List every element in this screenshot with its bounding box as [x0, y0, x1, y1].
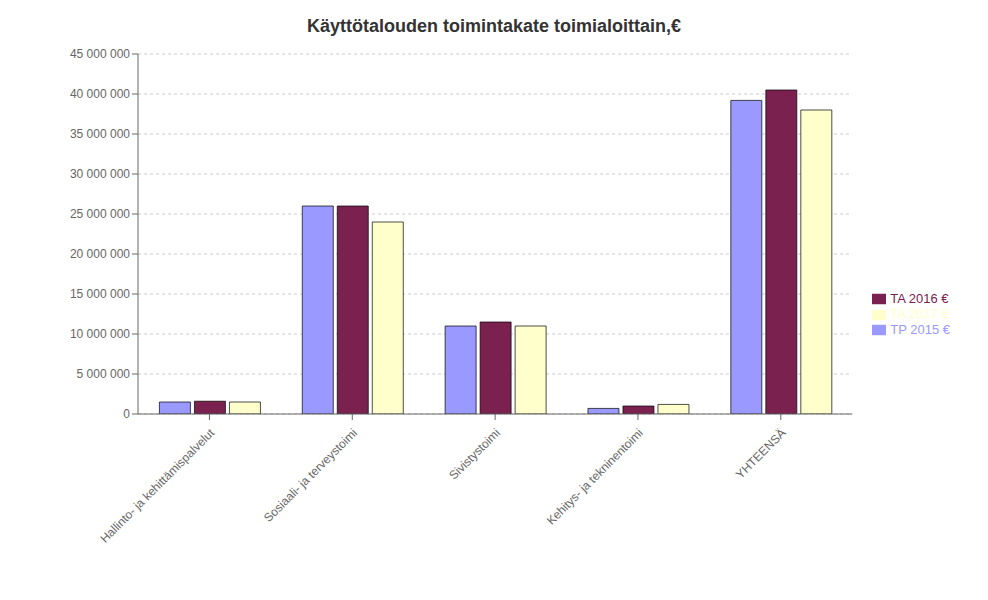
- svg-text:5 000 000: 5 000 000: [77, 367, 131, 381]
- svg-text:40 000 000: 40 000 000: [70, 87, 130, 101]
- svg-text:YHTEENSÄ: YHTEENSÄ: [733, 426, 789, 482]
- svg-text:Sivistystoimi: Sivistystoimi: [446, 426, 503, 483]
- svg-text:45 000 000: 45 000 000: [70, 47, 130, 61]
- html-text:TP 2015 €: TP 2015 €: [890, 321, 950, 337]
- svg-text:15 000 000: 15 000 000: [70, 287, 130, 301]
- svg-text:10 000 000: 10 000 000: [70, 327, 130, 341]
- html-text:TA 2016 €: TA 2016 €: [890, 290, 949, 306]
- svg-text:30 000 000: 30 000 000: [70, 167, 130, 181]
- svg-text:Kehitys- ja tekninentoimi: Kehitys- ja tekninentoimi: [544, 426, 646, 528]
- svg-text:20 000 000: 20 000 000: [70, 247, 130, 261]
- html-text:Käyttötalouden toimintakate to: Käyttötalouden toimintakate toimialoitta…: [307, 16, 681, 36]
- svg-text:25 000 000: 25 000 000: [70, 207, 130, 221]
- svg-text:0: 0: [123, 407, 130, 421]
- svg-text:Hallinto- ja kehittämispalvelu: Hallinto- ja kehittämispalvelut: [97, 425, 217, 545]
- svg-text:35 000 000: 35 000 000: [70, 127, 130, 141]
- svg-text:Sosiaali- ja terveystoimi: Sosiaali- ja terveystoimi: [261, 426, 360, 525]
- html-text:TA 2017 €: TA 2017 €: [890, 306, 949, 322]
